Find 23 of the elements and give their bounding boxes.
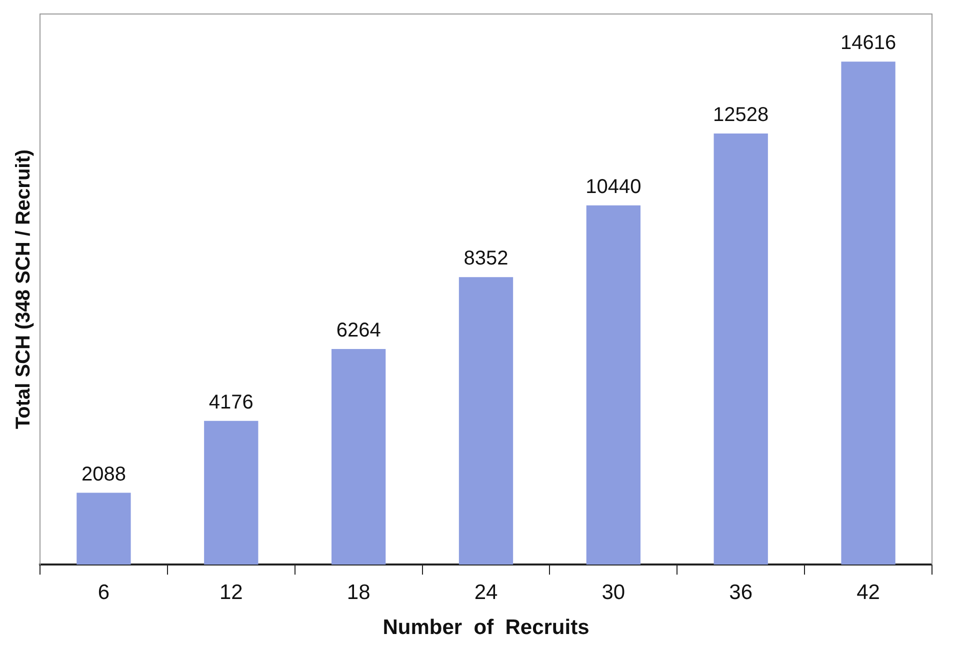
bar [841,62,896,565]
data-label: 8352 [464,248,508,270]
data-label: 6264 [336,320,381,342]
bar [204,420,258,565]
bar [714,133,768,565]
x-tick-label: 6 [98,580,110,604]
bar [586,205,641,565]
x-tick-label: 30 [602,580,626,604]
data-label: 2088 [81,463,126,486]
x-tick-label: 36 [729,580,753,604]
data-label: 4176 [208,391,254,414]
data-label: 14616 [840,32,896,54]
x-tick-label: 24 [474,580,498,604]
x-tick-label: 12 [219,580,243,604]
y-axis-title: Total SCH (348 SCH / Recruit) [12,149,35,430]
bar [331,349,386,565]
x-tick-label: 18 [346,580,370,604]
data-label: 10440 [586,176,642,198]
x-tick-label: 42 [856,580,880,604]
bar [458,277,514,565]
data-label: 12528 [713,104,769,126]
x-axis-title: Number of Recruits [382,616,590,640]
bar [76,492,131,565]
